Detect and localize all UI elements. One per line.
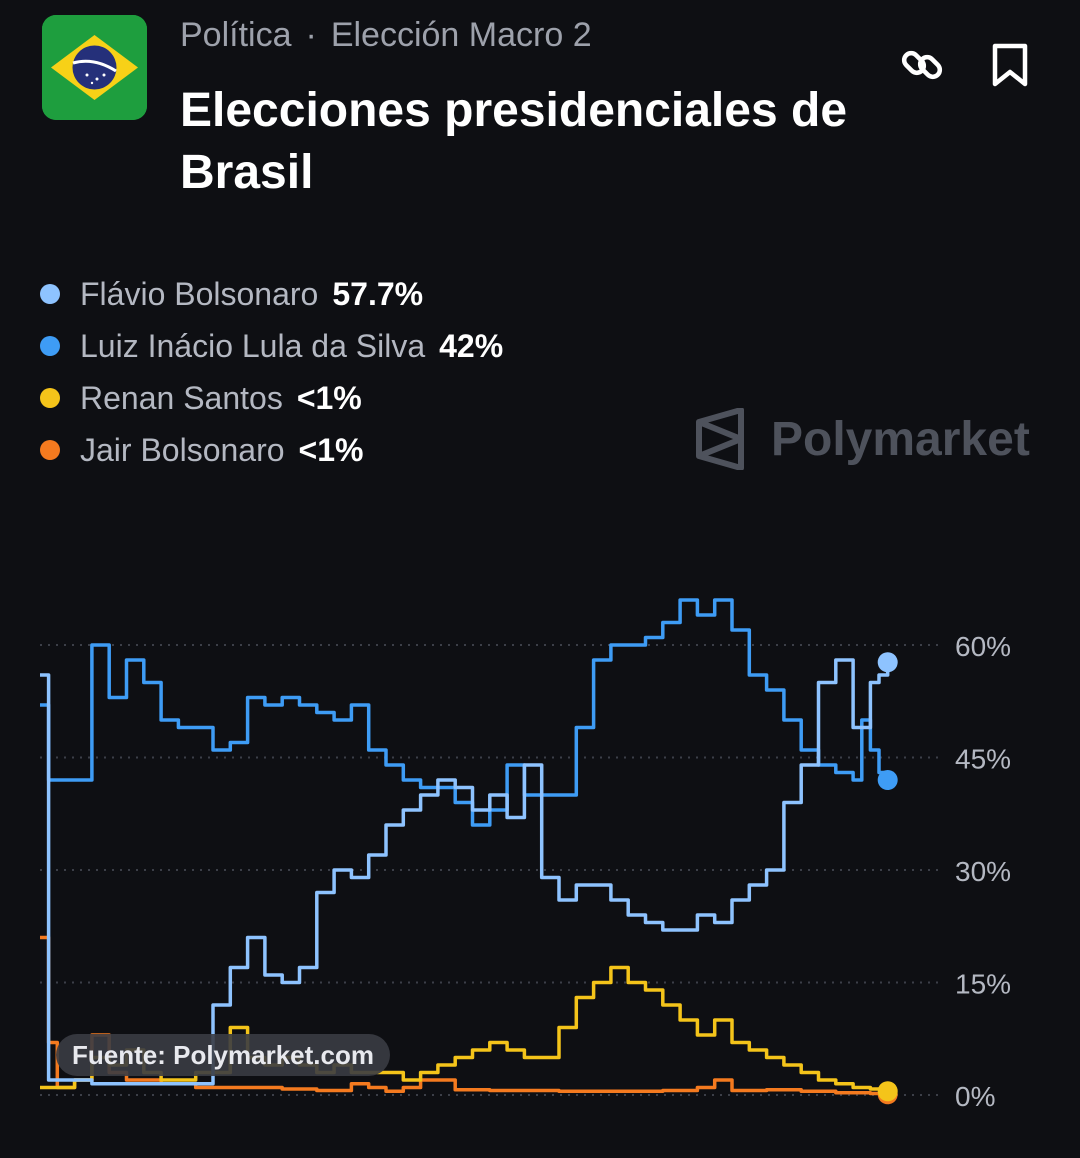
watermark-text: Polymarket <box>771 412 1030 466</box>
bookmark-icon <box>992 43 1028 87</box>
legend-series-value: 57.7% <box>332 275 424 312</box>
series-end-marker <box>877 770 898 790</box>
breadcrumb: Política · Elección Macro 2 <box>180 16 592 55</box>
y-tick-label: 60% <box>955 631 1011 662</box>
y-tick-label: 15% <box>955 969 1011 1000</box>
copy-link-button[interactable] <box>897 40 947 90</box>
link-icon <box>901 50 943 80</box>
polymarket-watermark: Polymarket <box>695 408 1030 470</box>
polymarket-logo-icon <box>696 408 744 470</box>
series-line <box>40 965 890 1092</box>
legend-dot <box>40 440 60 460</box>
legend-series-value: 42% <box>439 327 504 364</box>
legend-series-name: Luiz Inácio Lula da Silva <box>80 327 426 364</box>
legend-series-value: <1% <box>296 379 362 416</box>
series-end-marker <box>877 1081 898 1102</box>
legend-dot <box>40 284 60 304</box>
page-title: Elecciones presidenciales de Brasil <box>180 84 848 199</box>
legend-item[interactable]: Luiz Inácio Lula da Silva 42% <box>40 320 503 372</box>
series-line <box>40 598 890 827</box>
series-line <box>40 658 890 1086</box>
legend-dot <box>40 388 60 408</box>
legend-series-name: Renan Santos <box>80 379 283 416</box>
legend-series-name: Jair Bolsonaro <box>80 431 285 468</box>
bookmark-button[interactable] <box>985 40 1035 90</box>
series-end-marker <box>877 652 898 673</box>
legend-dot <box>40 336 60 356</box>
legend-item[interactable]: Flávio Bolsonaro 57.7% <box>40 268 503 320</box>
source-badge[interactable]: Fuente: Polymarket.com <box>56 1034 390 1076</box>
legend-series-name: Flávio Bolsonaro <box>80 275 319 312</box>
breadcrumb-separator: · <box>305 16 317 54</box>
market-header: Política · Elección Macro 2 Elecciones pre… <box>0 0 1080 220</box>
y-tick-label: 30% <box>955 856 1011 887</box>
y-tick-label: 45% <box>955 744 1011 775</box>
breadcrumb-subcategory[interactable]: Elección Macro 2 <box>330 16 592 54</box>
y-tick-label: 0% <box>955 1081 995 1112</box>
brazil-flag-icon <box>42 15 147 120</box>
chart-legend: Flávio Bolsonaro 57.7% Luiz Inácio Lula da… <box>40 268 503 476</box>
legend-item[interactable]: Jair Bolsonaro <1% <box>40 424 503 476</box>
legend-item[interactable]: Renan Santos <1% <box>40 372 503 424</box>
legend-series-value: <1% <box>298 431 364 468</box>
breadcrumb-category[interactable]: Política <box>180 16 292 54</box>
